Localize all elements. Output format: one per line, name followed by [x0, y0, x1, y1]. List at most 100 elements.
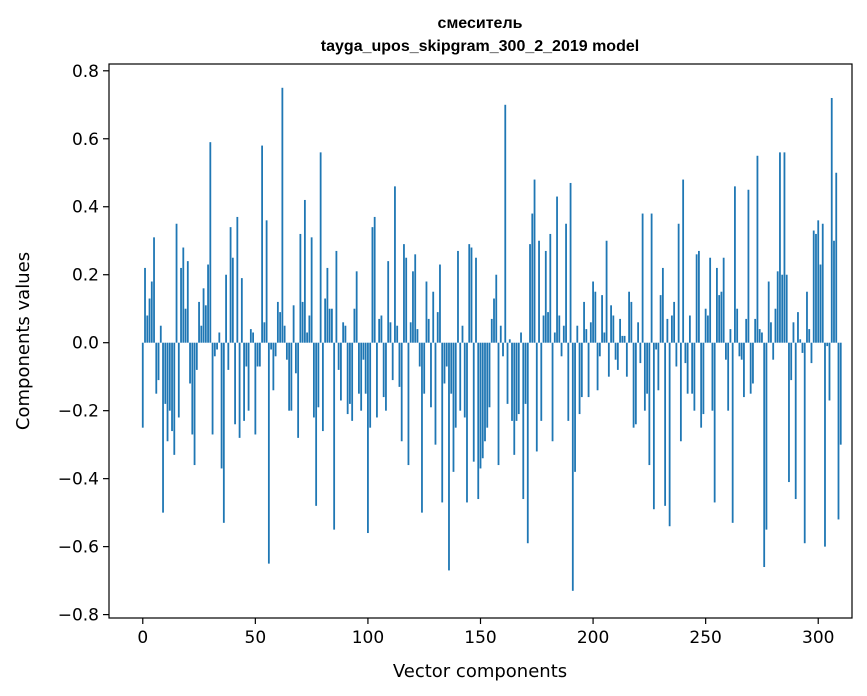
bar	[725, 342, 727, 360]
bar	[621, 335, 624, 343]
bar	[616, 342, 619, 370]
bar	[707, 315, 709, 343]
bar	[657, 342, 660, 391]
bar	[256, 342, 259, 367]
bar	[403, 244, 405, 343]
bar	[326, 267, 329, 343]
bar	[463, 342, 466, 418]
bar	[333, 342, 336, 530]
x-tick-label: 250	[689, 628, 721, 648]
bar	[729, 329, 732, 343]
bar	[301, 301, 304, 343]
bar	[209, 142, 212, 343]
bar	[571, 342, 574, 591]
bar	[279, 312, 282, 343]
bar	[713, 342, 716, 503]
bar	[216, 342, 218, 350]
bar	[303, 199, 306, 343]
bar	[168, 342, 171, 411]
bar	[184, 308, 187, 343]
bar	[459, 342, 462, 411]
bar	[702, 342, 705, 415]
bar	[340, 342, 342, 401]
bar	[164, 342, 167, 404]
bar	[385, 342, 387, 411]
bar	[592, 281, 594, 343]
bar	[670, 315, 673, 343]
bar	[351, 342, 354, 421]
bar	[783, 152, 786, 343]
bar	[247, 342, 250, 411]
bar	[549, 233, 552, 343]
bar	[801, 342, 804, 353]
bar	[734, 186, 736, 343]
bar	[490, 318, 493, 343]
bar	[839, 342, 842, 445]
bar	[227, 342, 230, 370]
bar	[576, 325, 579, 343]
bar	[770, 322, 772, 343]
bar	[267, 342, 270, 564]
bar	[186, 261, 189, 343]
bar	[637, 322, 640, 343]
bar	[526, 342, 529, 544]
bar	[414, 254, 417, 343]
bar	[821, 223, 824, 343]
bar	[288, 342, 291, 411]
bar	[405, 257, 408, 343]
bar	[141, 342, 144, 428]
bar	[380, 315, 383, 343]
bar	[679, 342, 682, 442]
bar	[763, 342, 766, 568]
x-axis-ticks: 0 50 100 150 200 250 300	[137, 618, 834, 648]
bar	[324, 298, 327, 343]
bar	[824, 342, 826, 547]
bar	[452, 342, 455, 472]
bar	[461, 325, 464, 343]
bar	[371, 227, 374, 343]
bar	[515, 342, 518, 421]
bar	[607, 342, 610, 377]
bar	[378, 318, 381, 343]
bar	[182, 247, 185, 343]
bar	[202, 288, 205, 343]
bar	[416, 329, 419, 343]
bar	[430, 342, 432, 408]
bar	[698, 250, 700, 343]
bar	[502, 342, 504, 357]
bar	[211, 342, 214, 435]
bar	[569, 182, 572, 343]
bar	[749, 342, 752, 394]
bar	[632, 342, 635, 428]
bar	[409, 322, 412, 343]
bar	[511, 342, 513, 421]
bar	[684, 342, 687, 364]
bar	[628, 291, 630, 343]
bar	[412, 271, 414, 343]
bar	[830, 97, 833, 343]
bar	[222, 342, 225, 523]
y-tick-label: 0.0	[72, 334, 99, 354]
bar	[788, 342, 790, 483]
bar	[155, 342, 158, 394]
bar	[220, 342, 223, 469]
bar	[625, 342, 628, 377]
bar	[443, 342, 446, 384]
y-tick-label: 0.8	[72, 62, 99, 82]
x-tick-label: 50	[245, 628, 267, 648]
bar	[276, 301, 279, 343]
bar	[560, 342, 563, 357]
bar	[421, 342, 423, 513]
bar	[308, 315, 311, 343]
bar	[754, 318, 757, 343]
bar	[229, 227, 232, 343]
bar	[655, 342, 658, 350]
bar	[535, 342, 538, 452]
bar	[245, 342, 248, 367]
bar	[425, 281, 428, 343]
bar	[445, 342, 448, 367]
bar	[781, 274, 784, 343]
bar	[720, 291, 723, 343]
bar	[171, 342, 173, 432]
x-axis-label: Vector components	[393, 661, 567, 682]
